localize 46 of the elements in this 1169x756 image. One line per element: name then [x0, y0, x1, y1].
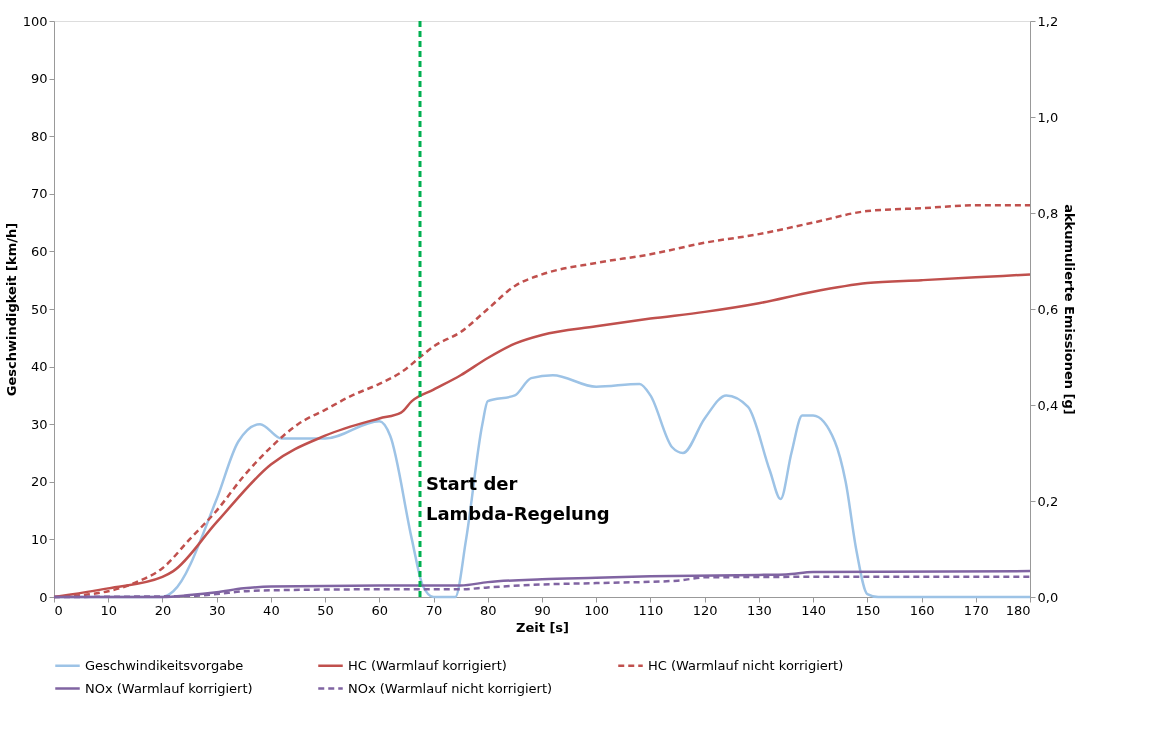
legend-label: Geschwindikeitsvorgabe — [85, 657, 244, 673]
y-tick-label: 40 — [30, 359, 48, 375]
y-tick-label: 10 — [30, 531, 48, 547]
x-tick-label: 40 — [263, 602, 280, 618]
y2-tick-label: 0,6 — [1037, 301, 1059, 317]
legend-label: NOx (Warmlauf korrigiert) — [85, 680, 253, 696]
x-tick-label: 160 — [909, 602, 935, 618]
y-tick-label: 0 — [39, 589, 48, 605]
y-tick-label: 50 — [30, 301, 48, 317]
x-tick-label: 130 — [746, 602, 772, 618]
y-tick-label: 90 — [30, 71, 48, 87]
y-tick-label: 30 — [30, 416, 48, 432]
y2-tick-label: 0,0 — [1037, 589, 1059, 605]
x-tick-label: 30 — [208, 602, 226, 618]
x-tick-label: 180 — [1005, 602, 1031, 618]
y-tick-label: 20 — [30, 474, 48, 490]
x-tick-label: 90 — [534, 602, 551, 618]
y-tick-label: 70 — [30, 186, 48, 202]
y-axis-title: Geschwindigkeit [km/h] — [3, 222, 19, 397]
x-axis-title: Zeit [s] — [515, 619, 570, 635]
x-tick-label: 70 — [425, 602, 443, 618]
x-tick-label: 10 — [100, 602, 117, 618]
legend-label: HC (Warmlauf nicht korrigiert) — [648, 657, 844, 673]
x-tick-label: 100 — [584, 602, 610, 618]
x-tick-label: 140 — [801, 602, 827, 618]
y2-tick-label: 1,0 — [1037, 109, 1059, 125]
x-tick-label: 110 — [638, 602, 664, 618]
y2-axis-title: akkumulierte Emissionen [g] — [1062, 204, 1078, 415]
y-tick-label: 60 — [30, 243, 48, 259]
y2-tick-label: 1,2 — [1037, 13, 1059, 29]
y2-tick-label: 0,2 — [1037, 493, 1059, 509]
x-tick-label: 50 — [317, 602, 334, 618]
y2-tick-label: 0,8 — [1037, 205, 1059, 221]
x-tick-label: 120 — [692, 602, 718, 618]
y2-tick-label: 0,4 — [1037, 397, 1059, 413]
legend-label: HC (Warmlauf korrigiert) — [348, 657, 507, 673]
y-tick-label: 80 — [30, 128, 48, 144]
legend-label: NOx (Warmlauf nicht korrigiert) — [348, 680, 553, 696]
x-tick-label: 60 — [371, 602, 389, 618]
x-tick-label: 80 — [480, 602, 497, 618]
ref-line-label: Start der Lambda-Regelung — [426, 473, 610, 524]
x-tick-label: 20 — [154, 602, 172, 618]
x-tick-label: 170 — [963, 602, 989, 618]
x-tick-label: 0 — [54, 602, 63, 618]
x-tick-label: 150 — [855, 602, 881, 618]
y-tick-label: 100 — [22, 13, 48, 29]
